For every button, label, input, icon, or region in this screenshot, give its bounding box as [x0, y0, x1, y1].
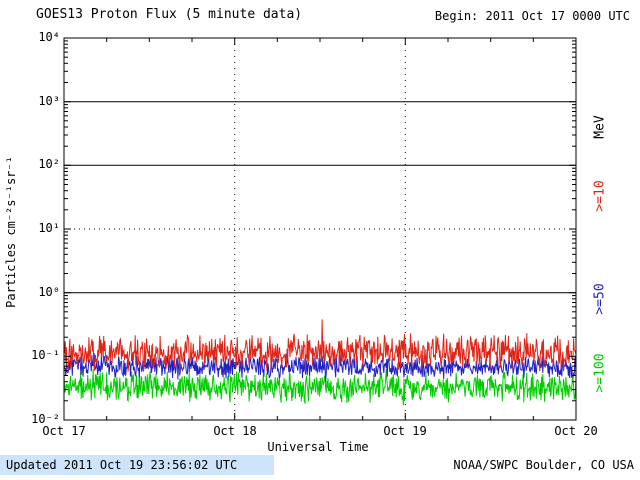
- y-tick-label: 10⁰: [38, 285, 60, 299]
- y-axis-label: Particles cm⁻²s⁻¹sr⁻¹: [4, 156, 18, 308]
- legend-ge50-label: >=50: [592, 283, 608, 315]
- y-tick-label: 10⁴: [38, 30, 60, 44]
- right-axis-unit-label: MeV: [592, 115, 608, 139]
- y-tick-label: 10⁻¹: [31, 348, 60, 362]
- x-tick-label: Oct 17: [42, 424, 86, 438]
- updated-highlight-bar: [0, 455, 274, 475]
- legend-ge10-label: >=10: [592, 180, 608, 212]
- x-tick-label: Oct 18: [213, 424, 257, 438]
- x-tick-label: Oct 19: [383, 424, 427, 438]
- x-axis-label: Universal Time: [267, 440, 369, 454]
- y-tick-label: 10¹: [38, 221, 60, 235]
- x-tick-label: Oct 20: [554, 424, 598, 438]
- begin-timestamp: Begin: 2011 Oct 17 0000 UTC: [434, 9, 630, 23]
- credit-label: NOAA/SWPC Boulder, CO USA: [453, 458, 634, 472]
- legend-ge100-label: >=100: [592, 353, 608, 393]
- y-tick-label: 10²: [38, 157, 60, 171]
- y-tick-label: 10⁻²: [31, 412, 60, 426]
- chart-title: GOES13 Proton Flux (5 minute data): [36, 7, 303, 22]
- updated-timestamp: Updated 2011 Oct 19 23:56:02 UTC: [6, 458, 238, 472]
- y-tick-label: 10³: [38, 94, 60, 108]
